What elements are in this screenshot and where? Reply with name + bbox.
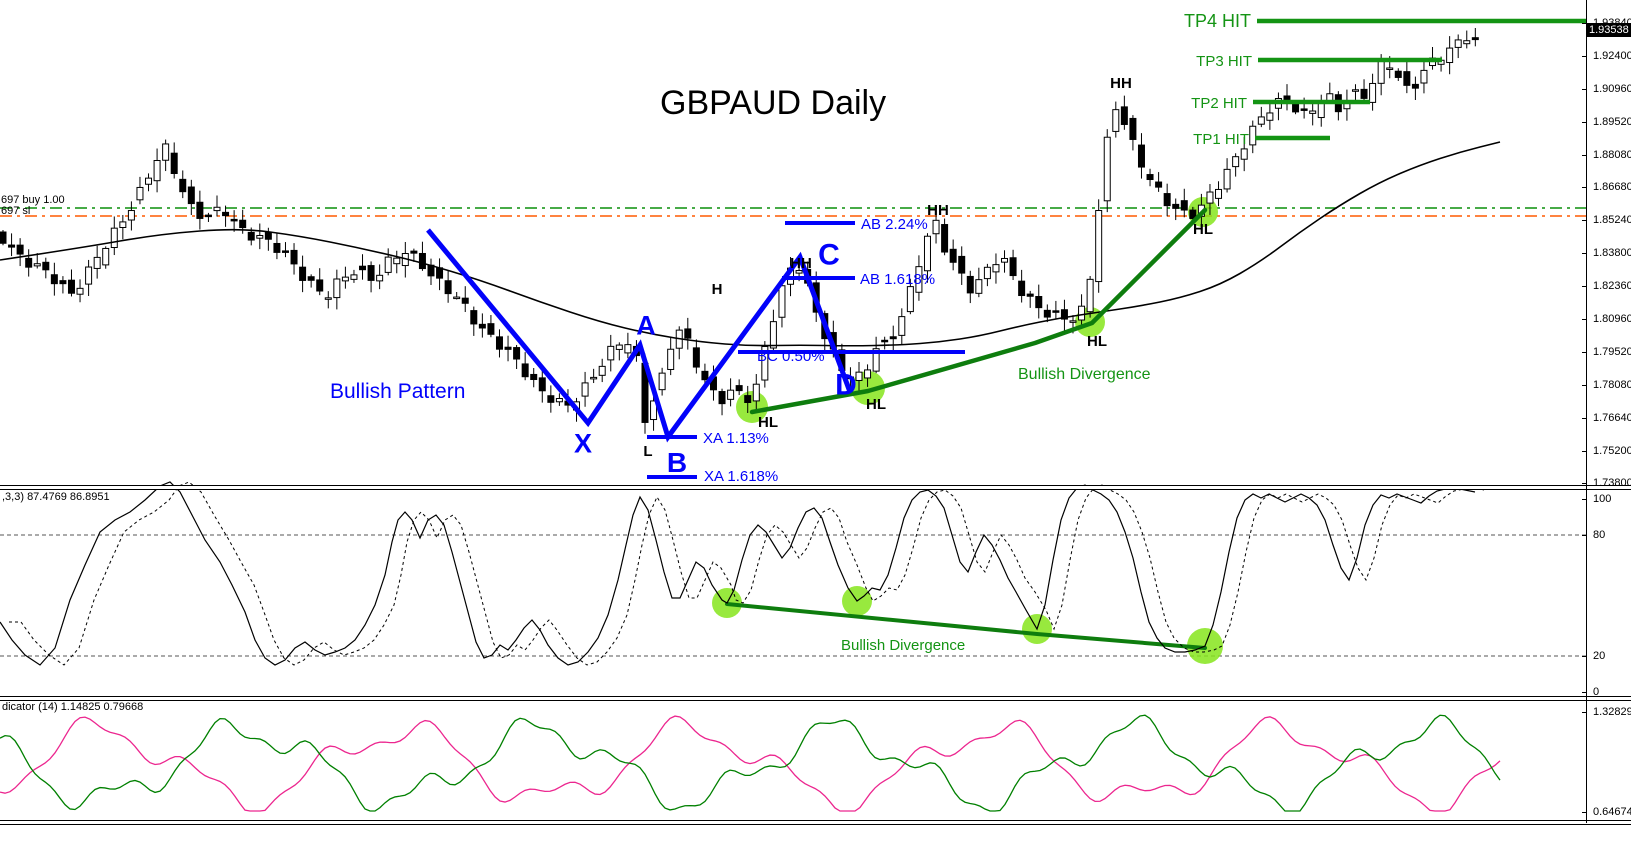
pattern-point-label: X [574, 428, 592, 458]
stoch-signal-line [9, 481, 1485, 666]
chart-title: GBPAUD Daily [660, 84, 887, 122]
price-tick-mark [1582, 56, 1586, 58]
time-axis[interactable]: 8 Apr 201918 Apr 201930 Apr 201910 May 2… [0, 823, 1586, 845]
vortex-tick-label: 1.32829 [1593, 706, 1631, 718]
price-tick-label: 1.82360 [1593, 280, 1631, 293]
bullish-trendline [749, 207, 1208, 415]
price-tick-label: 1.93840 [1593, 17, 1631, 29]
stoch-tick-label: 100 [1593, 493, 1612, 505]
stoch-divergence-trendline [725, 602, 1207, 650]
price-tick-mark [1582, 122, 1586, 124]
structure-label: HL [1193, 221, 1213, 238]
price-tick-label: 1.88080 [1593, 149, 1631, 162]
price-tick-label: 1.75200 [1593, 444, 1631, 457]
price-tick-label: 1.83800 [1593, 247, 1631, 260]
structure-label: HL [1087, 333, 1107, 350]
sl-order-label: 697 sl [1, 205, 31, 217]
main-price-chart[interactable]: AB 2.24% AB 1.618% BC 0.50% XA 1.13% XA 1.61… [0, 0, 1586, 486]
bullish-divergence-label-price: Bullish Divergence [1018, 366, 1151, 383]
stoch-main-line [0, 481, 1476, 666]
bullish-divergence-label-stoch: Bullish Divergence [841, 637, 966, 654]
price-tick-mark [1582, 417, 1586, 419]
price-tick-label: 1.73800 [1593, 476, 1631, 489]
moving-average-line [0, 141, 1501, 347]
take-profit-label: TP2 HIT [1191, 95, 1247, 112]
price-tick-label: 1.78080 [1593, 378, 1631, 391]
price-tick-label: 1.79520 [1593, 345, 1631, 358]
buy-order-label: 697 buy 1.00 [1, 194, 65, 206]
price-tick-label: 1.80960 [1593, 312, 1631, 325]
take-profit-label: TP1 HIT [1193, 131, 1249, 148]
price-tick-mark [1582, 286, 1586, 288]
structure-label: L [643, 443, 652, 460]
stoch-tick-label: 80 [1593, 529, 1606, 541]
vortex-negative-line [0, 715, 1501, 812]
pattern-point-label: D [835, 369, 857, 402]
stochastic-values-label: ,3,3) 87.4769 86.8951 [2, 491, 110, 503]
stoch-tick-mark [1582, 692, 1586, 693]
pattern-point-label: B [667, 447, 687, 478]
structure-label: HL [866, 396, 886, 413]
vortex-indicator-panel[interactable] [0, 701, 1586, 818]
structure-label: HH [790, 255, 812, 272]
bullish-pattern-label: Bullish Pattern [330, 380, 466, 403]
panel-separator[interactable] [0, 696, 1631, 701]
divergence-circle [736, 391, 768, 423]
stoch-tick-mark [1582, 535, 1586, 536]
fib-level-label: XA 1.13% [703, 430, 769, 447]
price-tick-mark [1582, 450, 1586, 452]
take-profit-label: TP4 HIT [1184, 11, 1251, 31]
price-tick-mark [1582, 187, 1586, 189]
stoch-tick-mark [1582, 499, 1586, 500]
price-tick-mark [1582, 23, 1586, 24]
stoch-tick-mark [1582, 656, 1586, 657]
vortex-values-label: dicator (14) 1.14825 0.79668 [2, 701, 144, 713]
price-tick-label: 1.90960 [1593, 83, 1631, 96]
price-axis-line [1586, 0, 1587, 823]
pattern-point-label: C [818, 239, 840, 272]
price-tick-mark [1582, 155, 1586, 157]
vortex-tick-mark [1582, 712, 1586, 713]
stoch-tick-label: 0 [1593, 686, 1600, 698]
panel-separator[interactable] [0, 485, 1631, 490]
structure-label: H [712, 281, 723, 298]
fib-level-label: XA 1.618% [704, 468, 778, 485]
price-tick-label: 1.76640 [1593, 411, 1631, 424]
pattern-point-label: A [636, 310, 656, 340]
price-tick-mark [1582, 384, 1586, 386]
panel-separator [0, 820, 1631, 825]
fib-level-label: AB 1.618% [860, 271, 935, 288]
take-profit-label: TP3 HIT [1196, 53, 1252, 70]
price-tick-mark [1582, 220, 1586, 222]
stochastic-panel[interactable] [0, 481, 1586, 695]
price-tick-label: 1.86680 [1593, 181, 1631, 194]
vortex-positive-line [0, 714, 1501, 812]
vortex-tick-label: 0.64674 [1593, 806, 1631, 818]
price-tick-mark [1582, 318, 1586, 320]
fib-level-label: AB 2.24% [861, 216, 928, 233]
price-tick-label: 1.89520 [1593, 116, 1631, 129]
structure-label: HH [927, 202, 949, 219]
stoch-tick-label: 20 [1593, 650, 1606, 662]
price-tick-mark [1582, 351, 1586, 353]
price-tick-label: 1.92400 [1593, 50, 1631, 63]
vortex-tick-mark [1582, 812, 1586, 813]
price-tick-mark [1582, 253, 1586, 255]
structure-label: HH [1110, 75, 1132, 92]
price-tick-mark [1582, 482, 1586, 484]
structure-label: HL [758, 414, 778, 431]
fib-level-label: BC 0.50% [757, 348, 825, 365]
price-tick-mark [1582, 89, 1586, 91]
price-tick-label: 1.85240 [1593, 214, 1631, 227]
candlesticks [0, 28, 1479, 434]
current-price-box: 1.93538 [1587, 22, 1631, 37]
